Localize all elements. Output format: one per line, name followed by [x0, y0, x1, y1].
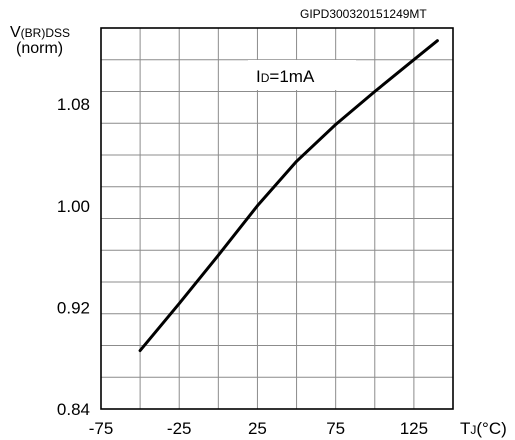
series-layer — [138, 39, 439, 353]
y-axis-label: V(BR)DSS — [10, 24, 70, 41]
annotation-background — [248, 60, 356, 90]
y-axis-unit: (norm) — [16, 40, 63, 57]
tick-labels: -75 -25 25 75 125 0.84 0.92 1.00 1.08 — [57, 95, 428, 438]
x-axis-label: TJ(°C) — [460, 419, 507, 438]
x-tick-label: -25 — [167, 419, 192, 438]
y-tick-label: 0.84 — [57, 400, 90, 419]
x-tick-label: 125 — [400, 419, 428, 438]
x-tick-label: 75 — [326, 419, 345, 438]
y-tick-label: 0.92 — [57, 298, 90, 317]
y-tick-label: 1.08 — [57, 95, 90, 114]
drain-current-annotation: ID=1mA — [256, 67, 315, 86]
grid — [101, 28, 453, 409]
breakdown-voltage-curve — [138, 39, 439, 353]
y-tick-label: 1.00 — [57, 197, 90, 216]
plot-frame — [100, 27, 454, 410]
figure-code: GIPD300320151249MT — [300, 7, 427, 21]
x-tick-label: -75 — [89, 419, 114, 438]
x-tick-label: 25 — [248, 419, 267, 438]
